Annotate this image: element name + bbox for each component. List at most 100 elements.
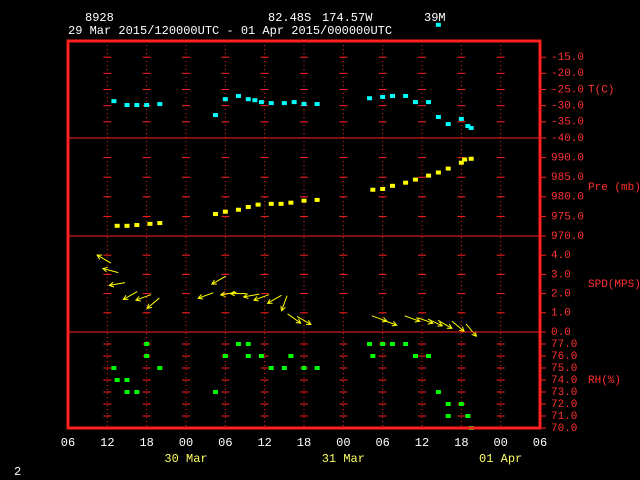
data-point (367, 96, 373, 101)
data-point (435, 390, 441, 394)
y-tick-label: 72.0 (551, 399, 577, 411)
data-point (134, 223, 140, 228)
panel-label: SPD(MPS) (588, 279, 640, 291)
data-point (114, 378, 120, 382)
plot-border (66, 39, 542, 430)
wind-arrow (197, 292, 214, 300)
data-point (268, 101, 274, 106)
date-label: 01 Apr (479, 452, 522, 466)
data-point (252, 98, 258, 103)
data-point (222, 209, 228, 214)
footer: 2 (14, 465, 21, 479)
data-point (412, 354, 418, 358)
y-tick-label: 73.0 (551, 387, 577, 399)
wind-arrow (219, 291, 237, 298)
wind-arrow (96, 254, 112, 264)
data-point (288, 200, 294, 205)
data-point (235, 93, 241, 98)
panel-label: T(C) (588, 84, 614, 96)
y-tick-label: 975.0 (551, 211, 584, 223)
x-tick-label: 06 (218, 436, 232, 450)
date-label: 31 Mar (322, 452, 365, 466)
wind-arrow (146, 297, 160, 310)
data-point (380, 186, 386, 191)
x-tick-label: 12 (100, 436, 114, 450)
data-point (390, 183, 395, 188)
data-point (314, 102, 320, 107)
data-point (245, 204, 251, 209)
data-point (445, 402, 451, 406)
y-tick-label: 4.0 (551, 250, 571, 262)
data-point (458, 116, 464, 121)
y-tick-label: 76.0 (551, 351, 577, 363)
data-point (134, 103, 140, 108)
y-tick-label: -35.0 (551, 117, 584, 129)
data-point (370, 187, 376, 192)
data-point (367, 342, 373, 346)
data-point (157, 102, 163, 107)
date-label: 30 Mar (164, 452, 207, 466)
x-tick-label: 06 (533, 436, 547, 450)
data-point (278, 201, 284, 206)
data-point (468, 156, 474, 161)
data-point (281, 366, 287, 370)
data-point (258, 354, 264, 358)
data-point (370, 354, 376, 358)
y-tick-label: 980.0 (551, 192, 584, 204)
data-point (403, 93, 409, 98)
y-tick-label: 1.0 (551, 308, 571, 320)
data-point (235, 342, 241, 346)
data-point (314, 197, 320, 202)
data-point (445, 414, 451, 418)
wind-arrow (287, 313, 302, 324)
data-point (435, 22, 441, 27)
data-point (245, 354, 251, 358)
data-point (445, 122, 451, 127)
data-point (426, 354, 432, 358)
data-point (124, 103, 130, 108)
wind-arrow (451, 320, 465, 333)
data-point (426, 173, 432, 178)
x-tick-label: 18 (454, 436, 468, 450)
x-tick-label: 18 (139, 436, 153, 450)
x-tick-label: 06 (61, 436, 75, 450)
data-point (390, 342, 395, 346)
y-tick-label: -40.0 (551, 133, 584, 145)
longitude: 174.57W (322, 11, 373, 25)
wind-arrow (101, 266, 119, 274)
data-point (314, 366, 320, 370)
y-tick-label: 985.0 (551, 172, 584, 184)
y-tick-label: -20.0 (551, 68, 584, 80)
data-point (390, 93, 395, 98)
data-point (403, 342, 409, 346)
data-point (111, 99, 117, 104)
data-point (380, 94, 386, 99)
data-point (281, 101, 287, 106)
data-point (144, 354, 150, 358)
y-tick-label: -30.0 (551, 101, 584, 113)
data-point (245, 342, 251, 346)
y-tick-label: -15.0 (551, 52, 584, 64)
data-point (412, 100, 418, 105)
data-point (268, 201, 274, 206)
data-point (412, 177, 418, 182)
data-point (147, 221, 153, 226)
data-point (465, 414, 471, 418)
data-point (157, 221, 163, 226)
data-point (465, 124, 471, 129)
x-tick-label: 12 (415, 436, 429, 450)
data-point (222, 97, 228, 102)
y-tick-label: 970.0 (551, 231, 584, 243)
data-point (291, 100, 297, 105)
panel-label: Pre (mb) (588, 182, 640, 194)
wind-arrow (229, 290, 247, 297)
x-tick-label: 06 (375, 436, 389, 450)
data-point (114, 223, 120, 228)
y-tick-label: 75.0 (551, 363, 577, 375)
wind-arrow (266, 294, 282, 304)
data-point (468, 125, 474, 130)
wind-arrow (465, 323, 477, 338)
wind-arrow (404, 315, 421, 323)
data-point (288, 354, 294, 358)
